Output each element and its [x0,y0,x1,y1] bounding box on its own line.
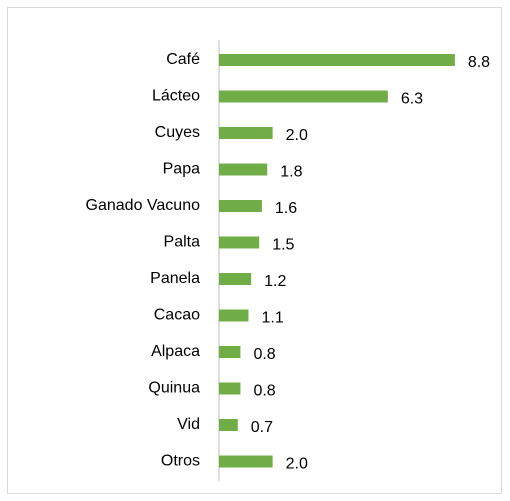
category-label: Otros [161,453,200,470]
data-label: 0.8 [253,383,275,400]
data-label: 1.8 [280,164,302,181]
bar [219,127,273,139]
category-label: Vid [177,416,200,433]
category-label: Lácteo [152,88,200,105]
data-label: 6.3 [401,91,423,108]
category-label: Quinua [148,380,200,397]
data-label: 8.8 [468,54,490,71]
data-label: 1.5 [272,237,294,254]
data-label: 0.8 [253,346,275,363]
bar [219,163,268,176]
bar [219,309,249,322]
category-label: Ganado Vacuno [86,197,201,214]
chart-border [7,7,502,494]
category-label: Papa [163,161,200,178]
bar [219,346,241,358]
category-label: Panela [150,270,200,287]
category-label: Cacao [154,307,200,324]
data-label: 1.1 [261,310,283,327]
data-label: 1.6 [275,200,297,217]
data-label: 1.2 [264,273,286,290]
category-label: Café [166,51,200,68]
category-label: Palta [164,234,201,251]
bar [219,419,238,431]
category-label: Cuyes [155,124,200,141]
bar [219,236,260,249]
data-label: 0.7 [251,419,273,436]
category-label: Alpaca [151,343,200,360]
bar [219,200,262,212]
bar [219,54,455,66]
data-label: 2.0 [286,456,308,473]
bar [219,90,388,103]
bar [219,455,273,468]
bar [219,382,241,395]
bar [219,273,252,285]
data-label: 2.0 [286,127,308,144]
